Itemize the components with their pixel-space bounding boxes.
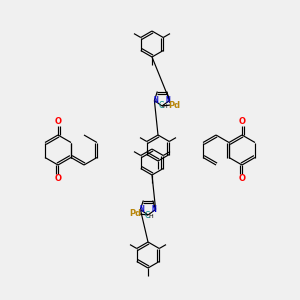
Text: H: H — [148, 214, 153, 218]
Text: C: C — [144, 211, 150, 220]
Text: H: H — [163, 104, 167, 110]
Text: N: N — [166, 96, 170, 105]
Text: O: O — [238, 117, 245, 126]
Text: O: O — [238, 174, 245, 183]
Text: N: N — [140, 205, 144, 214]
Text: O: O — [55, 174, 62, 183]
Text: Pd: Pd — [169, 100, 181, 109]
Text: N: N — [154, 96, 158, 105]
Text: N: N — [152, 205, 156, 214]
Text: C: C — [158, 101, 164, 110]
Text: Pd: Pd — [129, 209, 141, 218]
Text: O: O — [55, 117, 62, 126]
